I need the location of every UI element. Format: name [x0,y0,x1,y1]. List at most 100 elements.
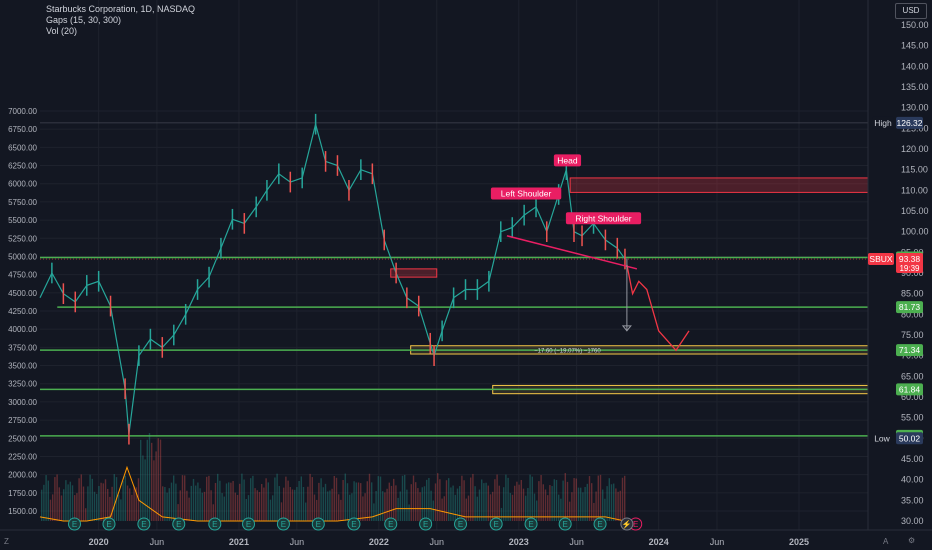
left-axis-tick: 5750.00 [8,198,37,207]
earnings-marker [276,517,290,531]
volume-bar [232,480,234,521]
zoom-reset-left[interactable]: Z [4,537,9,546]
volume-bar [450,487,452,521]
volume-bar [522,488,525,521]
support-levels [40,122,868,437]
volume-bar [461,475,463,521]
auto-scale-button[interactable]: A [883,537,889,546]
right-axis-tick: 55.00 [901,413,924,423]
volume-bar [575,478,577,521]
earnings-marker-label: E [633,520,638,529]
volume-bar [280,502,283,521]
volume-bar [619,490,621,521]
left-shoulder-label: Left Shoulder [501,188,552,198]
volume-bar [98,486,100,521]
volume-bar [155,451,157,521]
volume-bar [384,492,386,521]
volume-bar [509,493,511,521]
earnings-marker-label: E [458,520,463,529]
volume-bar [52,494,54,521]
volume-bar [432,500,434,521]
volume-bar [401,475,404,521]
volume-bar [148,433,151,521]
left-axis-tick: 2750.00 [8,416,37,425]
volume-bar [388,482,390,521]
volume-bar [157,438,159,521]
volume-bar [261,484,263,521]
volume-bar [456,488,459,521]
high-price-tag: 126.32 [897,118,923,128]
volume-bar [360,483,362,521]
volume-bar [351,493,353,521]
volume-bar [267,482,269,521]
volume-bar [54,477,56,521]
volume-bar [465,498,467,521]
symbol-title[interactable]: Starbucks Corporation, 1D, NASDAQ [46,4,196,14]
volume-bar [415,482,417,521]
volume-bar [78,478,80,521]
high-price-tag-bg [896,116,923,129]
left-axis-tick: 5000.00 [8,252,37,261]
volume-bar [555,479,558,521]
volume-bar [274,477,276,521]
volume-bars [39,433,626,522]
right-axis-tick: 140.00 [901,61,929,71]
grid-lines [40,0,868,530]
volume-bar [177,504,179,521]
volume-bar [428,477,430,521]
volume-bar [47,480,49,521]
volume-bar [613,483,615,521]
volume-bar [223,496,225,521]
volume-bar [327,491,329,521]
right-axis-tick: 75.00 [901,330,924,340]
symbol-tag-bg [868,253,894,266]
volume-bar [483,483,485,521]
volume-bar [111,486,113,521]
volume-bar [340,499,342,521]
earnings-marker [454,517,468,531]
volume-bar [547,495,549,521]
settings-gear-icon[interactable]: ⚙ [908,536,916,545]
volume-bar [503,487,505,521]
volume-indicator-label[interactable]: Vol (20) [46,26,78,36]
earnings-marker-label: E [493,520,498,529]
volume-bar [74,495,76,521]
volume-bar [553,479,555,521]
currency-button[interactable]: USD [895,3,927,19]
volume-bar [272,495,274,521]
volume-bar [448,478,450,521]
volume-bar [129,488,131,521]
volume-bar [417,488,419,521]
volume-bar [153,460,155,521]
gap-boxes [390,177,869,395]
last-price: 93.38 [899,254,921,264]
volume-bar [586,483,588,521]
volume-bar [496,474,498,521]
volume-bar [498,485,500,521]
volume-bar [408,504,410,521]
level-price-tag-bg [896,301,923,314]
earnings-marker [384,517,398,531]
level-price-tag: 81.73 [899,302,921,312]
earnings-marker [311,517,325,531]
volume-bar [507,477,509,521]
volume-bar [571,492,573,521]
volume-bar [287,480,289,521]
x-axis-tick: 2023 [509,537,529,547]
volume-bar [615,488,617,521]
right-axis-tick: 110.00 [901,185,928,195]
gaps-indicator-label[interactable]: Gaps (15, 30, 300) [46,15,122,25]
volume-bar [485,482,487,521]
volume-bar [71,485,74,521]
volume-bar [142,455,144,521]
high-text: High [874,118,892,128]
volume-bar [188,497,190,521]
volume-bar [525,495,527,521]
volume-bar [82,486,85,521]
low-text: Low [874,433,890,443]
volume-bar [533,493,536,521]
last-price-bg [896,253,923,274]
level-price-tag-bg [896,344,923,357]
volume-bar [500,507,503,521]
